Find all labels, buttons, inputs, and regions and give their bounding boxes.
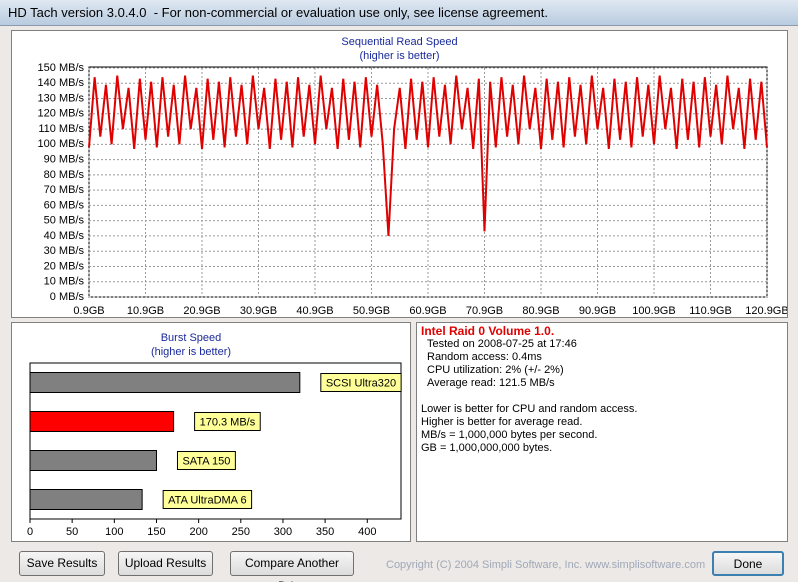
x-tick-label: 150 [147, 526, 165, 538]
copyright: Copyright (C) 2004 Simpli Software, Inc.… [386, 559, 706, 571]
x-tick-label: 100 [105, 526, 123, 538]
bar [29, 411, 175, 432]
burst-panel: Burst Speed (higher is better) 0 50 100 150 20… [11, 322, 411, 542]
x-tick-label: 400 [358, 526, 376, 538]
chart-subtitle: (higher is better) [151, 346, 231, 358]
compare-button[interactable]: Compare Another Drive [230, 551, 354, 582]
y-tick-label: 0 MB/s [50, 291, 85, 303]
x-tick-label: 50.9GB [353, 305, 390, 317]
label-box [320, 373, 402, 392]
note-line: GB = 1,000,000,000 bytes. [421, 442, 553, 454]
bar [29, 372, 301, 393]
bar-label: 170.3 MB/s [200, 416, 256, 428]
label-box [194, 412, 261, 431]
bar-label: SATA 150 [182, 455, 230, 467]
x-tick-label: 30.9GB [240, 305, 277, 317]
y-tick-label: 80 MB/s [44, 169, 85, 181]
bar-label: ATA UltraDMA 6 [168, 494, 246, 506]
detail-line: Average read: 121.5 MB/s [427, 377, 555, 389]
detail-line: CPU utilization: 2% (+/- 2%) [427, 364, 564, 376]
details: Tested on 2008-07-25 at 17:46 Random acce… [421, 338, 783, 390]
x-tick-label: 70.9GB [466, 305, 503, 317]
read-chart: Sequential Read Speed (higher is better) 0… [38, 36, 789, 317]
bar [29, 489, 143, 510]
x-tick-label: 20.9GB [183, 305, 220, 317]
x-tick-label: 250 [232, 526, 250, 538]
burst-chart: Burst Speed (higher is better) 0 50 100 150 20… [27, 332, 402, 538]
x-tick-label: 50 [66, 526, 78, 538]
x-tick-label: 200 [189, 526, 207, 538]
y-tick-label: 30 MB/s [44, 245, 85, 257]
y-tick-label: 70 MB/s [44, 184, 85, 196]
y-tick-label: 150 MB/s [38, 62, 85, 74]
label-box [176, 451, 236, 470]
chart-subtitle: (higher is better) [359, 50, 439, 62]
x-tick-label: 300 [274, 526, 292, 538]
chart-title: Sequential Read Speed [341, 36, 457, 48]
y-tick-label: 10 MB/s [44, 276, 85, 288]
x-tick-label: 100.9GB [632, 305, 675, 317]
y-tick-label: 20 MB/s [44, 260, 85, 272]
y-tick-label: 50 MB/s [44, 215, 85, 227]
read-panel: Sequential Read Speed (higher is better) 0… [11, 30, 789, 318]
x-tick-label: 80.9GB [522, 305, 559, 317]
x-tick-label: 0 [27, 526, 33, 538]
drive-name: Intel Raid 0 Volume 1.0. [421, 324, 555, 338]
x-tick-label: 40.9GB [296, 305, 333, 317]
info-panel: Intel Raid 0 Volume 1.0. Tested on 2008-… [416, 322, 788, 542]
x-tick-label: 10.9GB [127, 305, 164, 317]
y-tick-label: 40 MB/s [44, 230, 85, 242]
x-tick-label: 60.9GB [409, 305, 446, 317]
upload-button[interactable]: Upload Results [118, 551, 213, 576]
read-line [88, 75, 768, 236]
note-line: Lower is better for CPU and random acces… [421, 403, 638, 415]
y-tick-label: 100 MB/s [38, 138, 85, 150]
x-tick-label: 0.9GB [73, 305, 104, 317]
label-box [162, 490, 253, 509]
bar [29, 450, 157, 471]
y-tick-label: 120 MB/s [38, 108, 85, 120]
chart-title: Burst Speed [161, 332, 222, 344]
detail-line: Tested on 2008-07-25 at 17:46 [427, 338, 577, 350]
notes: Lower is better for CPU and random acces… [421, 403, 783, 455]
x-tick-label: 110.9GB [689, 305, 732, 317]
x-tick-label: 120.9GB [745, 305, 787, 317]
window-title: HD Tach version 3.0.4.0 - For non-commer… [0, 0, 798, 26]
y-tick-label: 90 MB/s [44, 154, 85, 166]
detail-line: Random access: 0.4ms [427, 351, 542, 363]
note-line: Higher is better for average read. [421, 416, 583, 428]
y-tick-label: 110 MB/s [38, 123, 84, 135]
y-tick-label: 140 MB/s [38, 77, 85, 89]
x-tick-label: 90.9GB [579, 305, 616, 317]
note-line: MB/s = 1,000,000 bytes per second. [421, 429, 598, 441]
y-tick-label: 130 MB/s [38, 92, 85, 104]
y-tick-label: 60 MB/s [44, 199, 85, 211]
save-button[interactable]: Save Results [19, 551, 105, 576]
done-button[interactable]: Done [712, 551, 784, 576]
x-tick-label: 350 [316, 526, 334, 538]
bar-label: SCSI Ultra320 [326, 377, 396, 389]
